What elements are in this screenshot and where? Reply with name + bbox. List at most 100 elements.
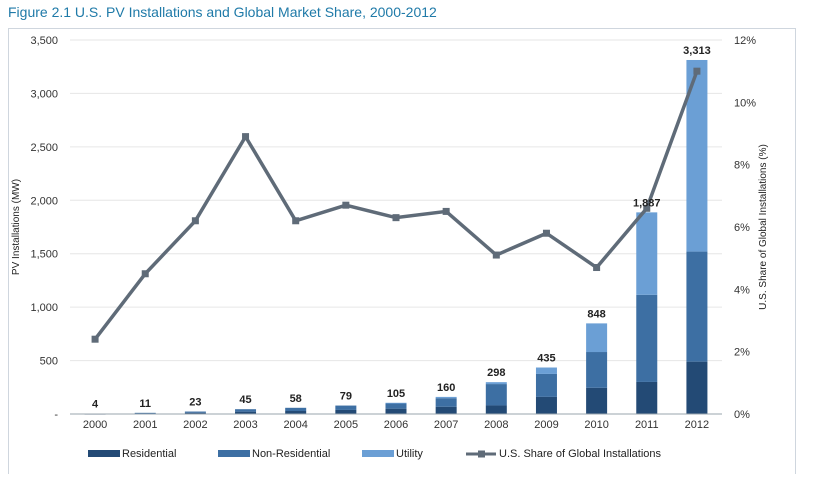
bars bbox=[84, 59, 708, 415]
legend-swatch-share-marker bbox=[478, 450, 485, 458]
bar-residential-2005 bbox=[335, 409, 357, 414]
data-label-2001: 11 bbox=[139, 398, 151, 410]
bar-non-residential-2005 bbox=[335, 405, 357, 410]
bar-residential-2012 bbox=[686, 361, 708, 414]
legend-label-non-residential: Non-Residential bbox=[252, 448, 330, 460]
y2-axis-title: U.S. Share of Global Installations (%) bbox=[758, 144, 769, 310]
x-tick-label-2000: 2000 bbox=[83, 419, 107, 431]
bar-utility-2012 bbox=[686, 59, 708, 252]
x-tick-label-2010: 2010 bbox=[584, 419, 608, 431]
bar-residential-2008 bbox=[485, 405, 507, 414]
x-tick-label-2005: 2005 bbox=[334, 419, 358, 431]
y2-tick-label: 10% bbox=[734, 97, 756, 109]
y2-tick-label: 0% bbox=[734, 409, 750, 421]
share-point-2006 bbox=[392, 214, 400, 222]
x-tick-label-2002: 2002 bbox=[183, 419, 207, 431]
share-point-2001 bbox=[141, 270, 149, 278]
data-label-2000: 4 bbox=[92, 399, 99, 411]
bar-residential-2011 bbox=[636, 381, 658, 414]
bar-non-residential-2006 bbox=[385, 403, 407, 409]
legend-label-share: U.S. Share of Global Installations bbox=[499, 448, 662, 460]
y2-tick-label: 2% bbox=[734, 347, 750, 359]
y2-tick-label: 4% bbox=[734, 284, 750, 296]
legend: Residential Non-Residential Utility U.S. Sh… bbox=[88, 448, 662, 460]
legend-label-utility: Utility bbox=[396, 448, 423, 460]
y2-tick-label: 6% bbox=[734, 222, 750, 234]
data-label-2004: 58 bbox=[290, 393, 302, 405]
chart-frame bbox=[8, 28, 796, 474]
data-label-2010: 848 bbox=[587, 308, 605, 320]
data-label-2008: 298 bbox=[487, 367, 505, 379]
bar-residential-2003 bbox=[235, 411, 257, 414]
y-tick-label: 2,000 bbox=[30, 195, 58, 207]
y-tick-label: 500 bbox=[40, 356, 58, 368]
gridlines bbox=[70, 39, 722, 415]
y2-tick-label: 8% bbox=[734, 160, 750, 172]
x-tick-label-2007: 2007 bbox=[434, 419, 458, 431]
data-label-2012: 3,313 bbox=[683, 45, 711, 57]
legend-label-residential: Residential bbox=[122, 448, 176, 460]
bar-non-residential-2012 bbox=[686, 251, 708, 362]
legend-swatch-residential bbox=[88, 450, 120, 457]
data-label-2011: 1,887 bbox=[633, 197, 661, 209]
share-point-2007 bbox=[442, 207, 450, 215]
x-tick-label-2004: 2004 bbox=[283, 419, 307, 431]
bar-residential-2007 bbox=[435, 406, 457, 414]
y-tick-label: 1,000 bbox=[30, 302, 58, 314]
data-label-2007: 160 bbox=[437, 382, 455, 394]
bar-utility-2010 bbox=[586, 323, 608, 353]
bar-non-residential-2001 bbox=[134, 412, 156, 414]
bar-non-residential-2008 bbox=[485, 384, 507, 406]
bar-residential-2010 bbox=[586, 387, 608, 414]
x-tick-label-2012: 2012 bbox=[685, 419, 709, 431]
y-tick-label: 3,000 bbox=[30, 88, 58, 100]
bar-utility-2009 bbox=[535, 367, 557, 374]
share-point-2011 bbox=[643, 204, 651, 212]
bar-non-residential-2010 bbox=[586, 352, 608, 388]
bar-non-residential-2007 bbox=[435, 398, 457, 407]
share-point-2002 bbox=[191, 217, 199, 225]
share-point-2009 bbox=[542, 229, 550, 237]
legend-swatch-non-residential bbox=[218, 450, 250, 457]
x-tick-label-2001: 2001 bbox=[133, 419, 157, 431]
share-point-2003 bbox=[242, 133, 250, 141]
bar-residential-2006 bbox=[385, 408, 407, 414]
x-tick-label-2003: 2003 bbox=[233, 419, 257, 431]
x-tick-label-2011: 2011 bbox=[635, 419, 659, 431]
share-point-2008 bbox=[492, 251, 500, 259]
share-point-2000 bbox=[91, 335, 99, 343]
legend-swatch-utility bbox=[362, 450, 394, 457]
share-line bbox=[91, 67, 701, 343]
share-point-2005 bbox=[342, 201, 350, 209]
y-tick-label: 1,500 bbox=[30, 249, 58, 261]
x-tick-label-2009: 2009 bbox=[534, 419, 558, 431]
bar-non-residential-2003 bbox=[235, 409, 257, 412]
axes: 3,500 3,000 2,500 2,000 1,500 1,000 500 - 12% 10%… bbox=[11, 35, 769, 431]
bar-residential-2009 bbox=[535, 396, 557, 414]
data-label-2003: 45 bbox=[239, 394, 251, 406]
share-point-2004 bbox=[292, 217, 300, 225]
y2-tick-label: 12% bbox=[734, 35, 756, 47]
bar-non-residential-2011 bbox=[636, 294, 658, 382]
bar-residential-2002 bbox=[184, 412, 206, 414]
bar-non-residential-2004 bbox=[285, 407, 307, 412]
data-labels: 4 11 23 45 58 79 105 160 298 435 848 1,887 3,313 bbox=[92, 45, 711, 411]
data-label-2002: 23 bbox=[189, 397, 201, 409]
bar-non-residential-2009 bbox=[535, 373, 557, 397]
bar-residential-2004 bbox=[285, 411, 307, 414]
share-point-2010 bbox=[593, 264, 601, 272]
bar-utility-2007 bbox=[435, 396, 457, 399]
bar-utility-2008 bbox=[485, 382, 507, 385]
bar-utility-2011 bbox=[636, 212, 658, 295]
x-tick-label-2008: 2008 bbox=[484, 419, 508, 431]
bar-utility-2006 bbox=[385, 402, 407, 404]
share-line-path bbox=[93, 70, 699, 341]
y-tick-label: - bbox=[54, 409, 58, 421]
bar-non-residential-2002 bbox=[184, 411, 206, 413]
x-tick-label-2006: 2006 bbox=[384, 419, 408, 431]
y-axis-title: PV Installations (MW) bbox=[11, 179, 22, 275]
share-point-2012 bbox=[693, 67, 701, 75]
data-label-2005: 79 bbox=[340, 391, 352, 403]
y-tick-label: 2,500 bbox=[30, 142, 58, 154]
